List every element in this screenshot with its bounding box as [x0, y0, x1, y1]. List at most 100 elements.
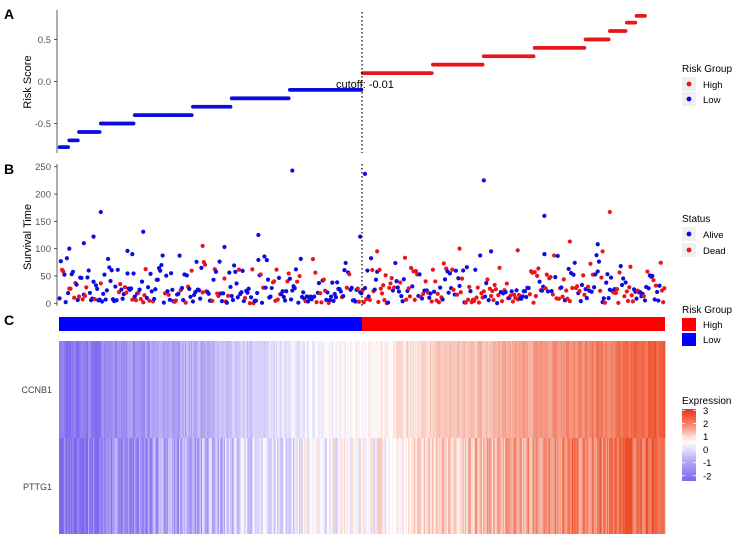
heatmap-cell: [263, 438, 266, 534]
heatmap-cell: [237, 438, 239, 534]
survival-point-alive: [438, 285, 443, 290]
heatmap-cell: [478, 438, 480, 534]
heatmap-cell: [166, 341, 169, 438]
heatmap-cell: [595, 438, 598, 534]
survival-point-dead: [84, 285, 89, 290]
heatmap-cell: [147, 341, 150, 438]
heatmap-cell: [265, 438, 267, 534]
heatmap-cell: [131, 438, 134, 534]
heatmap-cell: [297, 438, 300, 534]
heatmap-cell: [146, 438, 148, 534]
heatmap-cell: [129, 438, 131, 534]
heatmap-cell: [479, 438, 482, 534]
survival-point-alive: [169, 271, 174, 276]
heatmap-cell: [312, 438, 314, 534]
heatmap-cell: [234, 341, 237, 438]
heatmap-cell: [536, 341, 539, 438]
heatmap-cell: [152, 341, 154, 438]
heatmap-cell: [528, 438, 530, 534]
survival-point-dead: [662, 286, 667, 291]
heatmap-cell: [392, 438, 394, 534]
heatmap-cell: [531, 341, 534, 438]
heatmap-cell: [242, 341, 244, 438]
heatmap-cell: [604, 341, 606, 438]
heatmap-cell: [204, 438, 207, 534]
heatmap-cell: [277, 438, 279, 534]
heatmap-cell: [202, 341, 204, 438]
heatmap-cell: [517, 341, 519, 438]
heatmap-cell: [168, 438, 170, 534]
survival-point-dead: [472, 298, 477, 304]
survival-point-alive: [328, 294, 334, 299]
survival-point-dead: [236, 267, 242, 272]
heatmap-cell: [209, 341, 211, 438]
heatmap-cell: [408, 341, 410, 438]
heatmap-cell: [71, 438, 73, 534]
survival-point-alive: [572, 260, 577, 265]
heatmap-cell: [148, 438, 151, 534]
panel-b-y-tick-label: 150: [35, 217, 51, 228]
risk-point-low: [286, 96, 291, 101]
heatmap-cell: [188, 341, 191, 438]
heatmap-cell: [269, 341, 272, 438]
heatmap-cell: [486, 438, 489, 534]
heatmap-cell: [345, 341, 347, 438]
survival-point-alive: [79, 275, 84, 281]
heatmap-cell: [483, 341, 485, 438]
heatmap-cell: [403, 341, 405, 438]
survival-point-alive: [139, 279, 145, 284]
heatmap-cell: [90, 438, 93, 534]
heatmap-cell: [432, 341, 434, 438]
survival-point-dead: [141, 300, 146, 305]
heatmap-cell: [343, 438, 346, 534]
heatmap-cell: [347, 438, 350, 534]
heatmap-cell: [558, 438, 560, 534]
survival-point-alive: [481, 178, 486, 183]
survival-point-dead: [616, 300, 621, 305]
heatmap-cell: [452, 341, 455, 438]
heatmap-cell: [418, 341, 421, 438]
survival-point-dead: [398, 280, 403, 285]
heatmap-cell: [75, 438, 78, 534]
survival-point-dead: [457, 246, 462, 251]
heatmap-cell: [68, 341, 71, 438]
legend-marker-alive: [686, 231, 692, 237]
heatmap-cell: [233, 341, 236, 438]
heatmap-cell: [377, 438, 380, 534]
heatmap-cell: [359, 438, 362, 534]
heatmap-cell: [143, 341, 146, 438]
survival-point-dead: [561, 277, 566, 282]
heatmap-cell: [566, 438, 569, 534]
heatmap-cell: [411, 341, 414, 438]
survival-point-dead: [481, 289, 486, 294]
heatmap-cell: [399, 438, 402, 534]
survival-point-alive: [353, 299, 358, 304]
heatmap-cell: [198, 438, 200, 534]
heatmap-cell: [146, 341, 148, 438]
heatmap-cell: [149, 438, 152, 534]
survival-point-alive: [362, 285, 368, 291]
survival-point-dead: [147, 298, 152, 303]
heatmap-cell: [242, 438, 244, 534]
heatmap-cell: [545, 341, 547, 438]
heatmap-cell: [437, 438, 439, 534]
heatmap-cell: [141, 341, 143, 438]
survival-point-dead: [581, 273, 586, 278]
survival-point-dead: [404, 297, 409, 302]
heatmap-cell: [475, 341, 478, 438]
heatmap-cell: [279, 438, 282, 534]
survival-point-alive: [325, 290, 330, 295]
heatmap-cell: [182, 341, 185, 438]
panel-b-legend: Status Alive Dead: [682, 214, 726, 257]
heatmap-cell: [235, 341, 238, 438]
heatmap-cell: [638, 438, 640, 534]
heatmap-cell: [450, 341, 453, 438]
survival-point-alive: [158, 268, 163, 273]
heatmap-cell: [638, 341, 640, 438]
heatmap-cell: [200, 438, 203, 534]
survival-point-dead: [122, 285, 128, 290]
heatmap-cell: [302, 438, 305, 534]
survival-point-alive: [621, 276, 626, 281]
heatmap-cell: [429, 438, 432, 534]
heatmap-cell: [126, 438, 129, 534]
